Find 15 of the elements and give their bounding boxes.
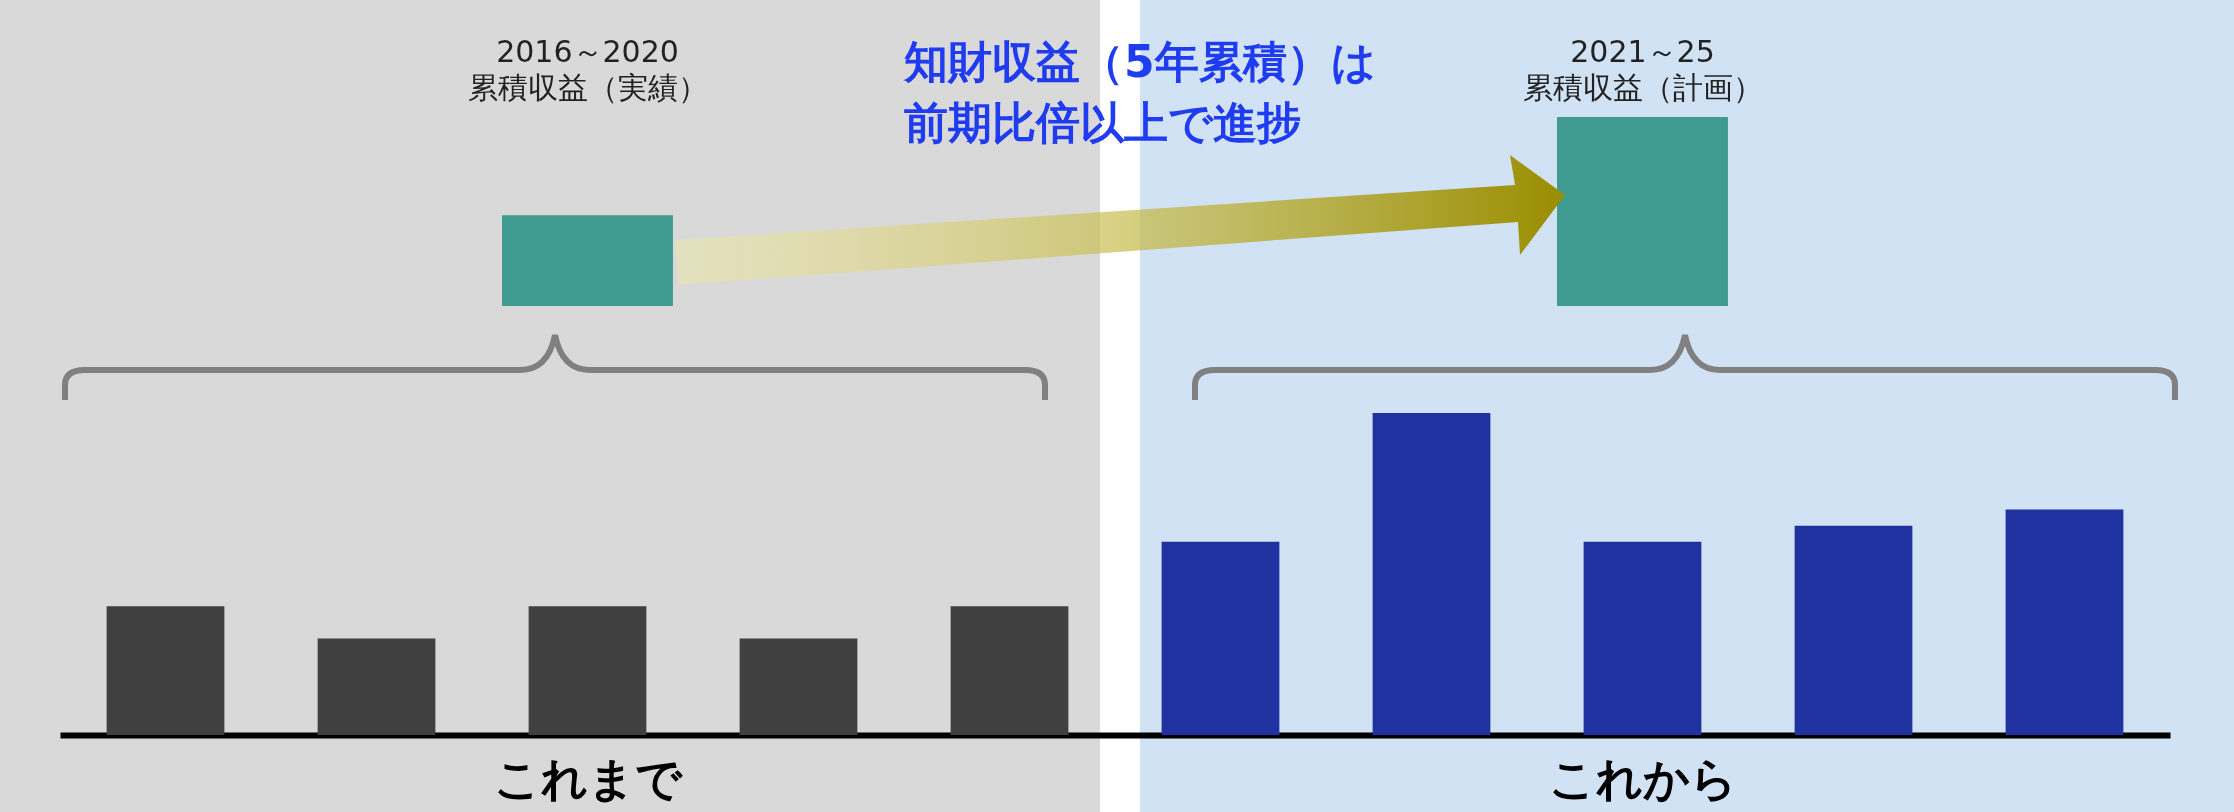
bar — [1794, 525, 1913, 735]
bar — [950, 606, 1069, 735]
annotation: 知財収益（5年累積）は前期比倍以上で進捗 — [903, 36, 1376, 148]
bar — [106, 606, 225, 735]
bar — [528, 606, 647, 735]
bar — [1161, 541, 1280, 735]
bar — [739, 638, 858, 735]
x-tick-label: 2021～25 累積収益（計画） — [1522, 33, 1763, 105]
x-tick-label: 2016～2020 累積収益（実績） — [467, 33, 708, 105]
text: これから — [1548, 752, 1737, 806]
bar — [2005, 509, 2124, 735]
bar — [1583, 541, 1702, 735]
text: これまで — [493, 752, 683, 806]
bar — [317, 638, 436, 735]
bar — [1372, 413, 1491, 735]
